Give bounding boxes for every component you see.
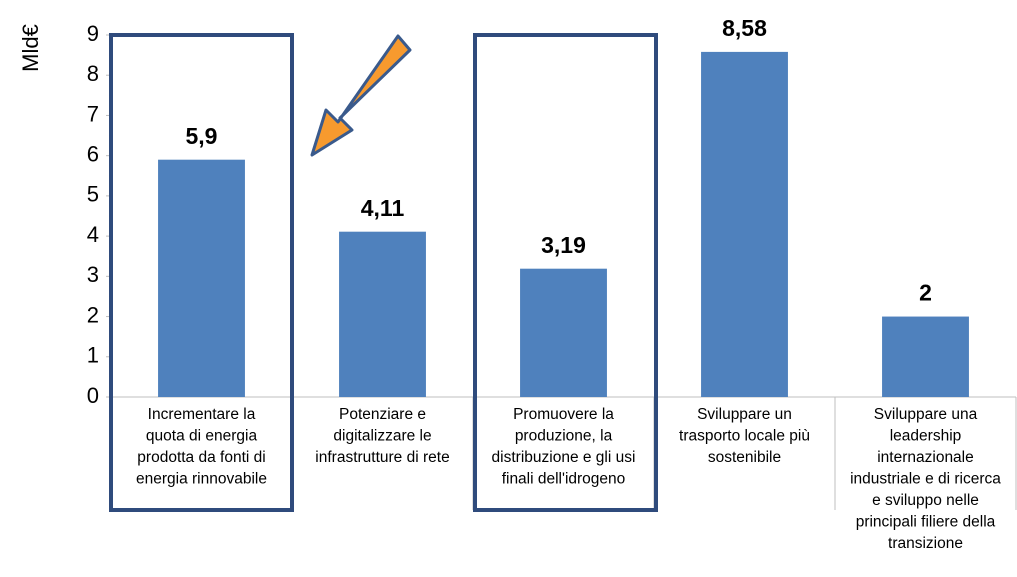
highlight-box	[109, 33, 294, 512]
y-tick-label: 7	[87, 101, 99, 126]
bar	[882, 316, 969, 397]
x-tick-label: Potenziare e digitalizzare le infrastruttu…	[315, 406, 449, 466]
value-label: 8,58	[722, 15, 767, 41]
highlight-box	[473, 33, 658, 512]
x-tick-label: Incrementare la quota di energia prodotta …	[136, 406, 267, 488]
y-tick-label: 9	[87, 21, 99, 46]
y-tick-label: 0	[87, 383, 99, 408]
y-tick-label: 4	[87, 222, 99, 247]
y-tick-label: 2	[87, 302, 99, 327]
y-tick-label: 5	[87, 182, 99, 207]
y-tick-label: 8	[87, 61, 99, 86]
y-axis-label: Mld€	[18, 24, 43, 72]
value-label: 5,9	[186, 123, 218, 149]
bar	[520, 268, 607, 397]
y-tick-label: 6	[87, 141, 99, 166]
bar	[158, 159, 245, 397]
bar	[339, 231, 426, 397]
value-label: 2	[919, 280, 932, 306]
value-label: 3,19	[541, 232, 586, 258]
bar	[701, 51, 788, 397]
value-label: 4,11	[361, 195, 405, 221]
x-tick-label: Sviluppare un trasporto locale più sosteni…	[679, 406, 810, 466]
y-tick-label: 1	[87, 343, 99, 368]
x-tick-label: Sviluppare una leadership internazionale in…	[850, 406, 1001, 552]
arrow	[310, 34, 412, 157]
y-tick-label: 3	[87, 262, 99, 287]
x-tick-label: Promuovere la produzione, la distribuzione…	[492, 406, 636, 488]
